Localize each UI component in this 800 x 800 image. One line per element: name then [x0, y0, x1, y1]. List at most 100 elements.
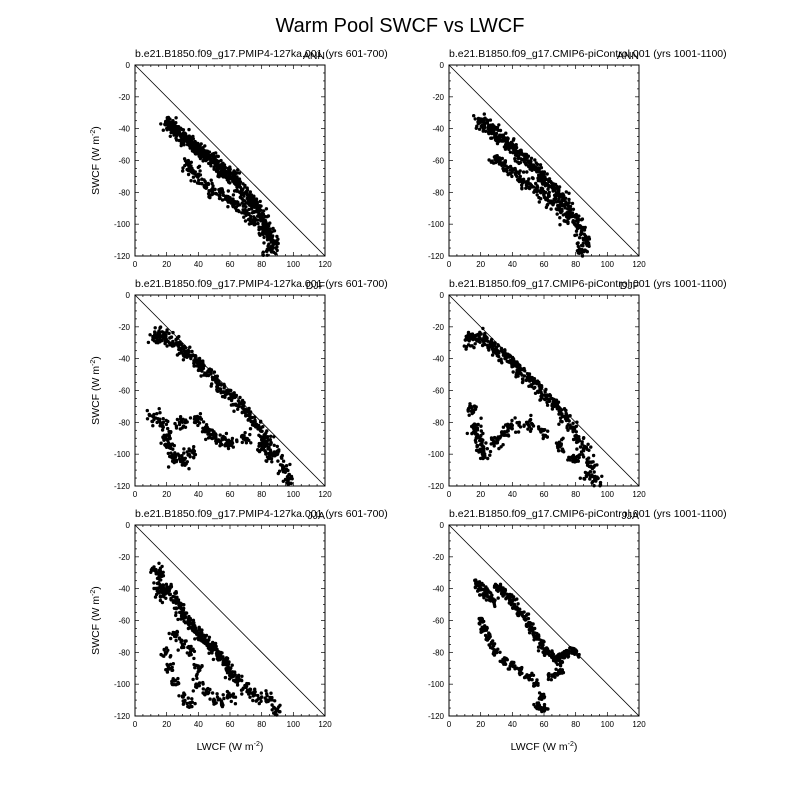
scatter-panel-5: b.e21.B1850.f09_g17.PMIP4-127ka.001 (yrs…: [90, 508, 388, 753]
scatter-point: [557, 188, 561, 192]
scatter-point: [490, 136, 494, 140]
scatter-point: [277, 469, 282, 473]
scatter-point: [212, 167, 216, 171]
scatter-point: [562, 204, 567, 208]
scatter-point: [516, 602, 520, 606]
scatter-point: [514, 430, 518, 434]
scatter-point: [539, 384, 544, 388]
scatter-point: [172, 458, 176, 462]
scatter-point: [507, 667, 512, 671]
scatter-point: [194, 629, 198, 633]
scatter-point: [497, 587, 501, 592]
scatter-point: [175, 597, 179, 601]
scatter-point: [492, 600, 496, 605]
scatter-point: [179, 605, 183, 609]
scatter-point: [517, 171, 521, 176]
scatter-point: [479, 433, 483, 438]
scatter-point: [159, 441, 163, 445]
scatter-point: [538, 428, 543, 433]
scatter-point: [558, 216, 562, 220]
scatter-point: [241, 187, 245, 191]
scatter-point: [184, 611, 188, 615]
scatter-point: [550, 201, 555, 206]
scatter-point: [496, 596, 500, 600]
y-tick-label: -20: [432, 323, 444, 332]
scatter-point: [474, 333, 478, 337]
scatter-point: [171, 600, 176, 604]
scatter-point: [174, 116, 178, 120]
scatter-point: [174, 606, 178, 610]
scatter-point: [254, 699, 258, 703]
scatter-point: [581, 455, 586, 459]
x-tick-label: 60: [540, 260, 549, 269]
scatter-point: [528, 379, 532, 383]
scatter-point: [162, 648, 166, 652]
scatter-point: [247, 413, 251, 418]
scatter-point: [269, 236, 273, 241]
scatter-point: [562, 219, 566, 223]
x-tick-label: 20: [476, 490, 485, 499]
scatter-point: [198, 152, 202, 156]
scatter-point: [525, 673, 529, 677]
scatter-point: [517, 610, 521, 615]
scatter-point: [492, 653, 497, 657]
scatter-point: [264, 459, 268, 463]
scatter-point: [212, 155, 217, 159]
y-tick-label: -100: [114, 680, 131, 689]
x-tick-label: 20: [162, 720, 171, 729]
scatter-point: [222, 390, 226, 394]
scatter-point: [275, 234, 279, 239]
scatter-point: [207, 427, 211, 431]
scatter-point: [466, 406, 471, 411]
scatter-point: [495, 136, 499, 140]
scatter-point: [556, 449, 561, 453]
scatter-point: [522, 675, 527, 680]
scatter-point: [547, 675, 551, 679]
scatter-point: [187, 127, 191, 132]
scatter-point: [524, 420, 529, 424]
scatter-point: [498, 659, 502, 663]
scatter-point: [574, 229, 579, 233]
scatter-points: [149, 561, 282, 717]
scatter-point: [216, 438, 221, 442]
scatter-point: [270, 248, 274, 253]
scatter-point: [192, 456, 196, 460]
scatter-point: [167, 631, 171, 636]
scatter-point: [184, 639, 188, 643]
scatter-point: [167, 429, 171, 434]
scatter-point: [188, 416, 193, 420]
scatter-point: [534, 166, 539, 170]
scatter-point: [227, 691, 231, 695]
scatter-point: [262, 241, 266, 245]
scatter-point: [484, 637, 488, 642]
scatter-point: [589, 445, 593, 449]
scatter-point: [192, 361, 196, 365]
scatter-point: [195, 414, 200, 419]
scatter-point: [557, 671, 562, 676]
y-tick-label: -40: [118, 125, 130, 134]
x-tick-label: 120: [632, 720, 646, 729]
scatter-point: [517, 423, 521, 427]
scatter-point: [462, 344, 466, 348]
scatter-point: [475, 428, 480, 432]
scatter-point: [248, 432, 252, 437]
scatter-point: [161, 128, 165, 132]
scatter-point: [250, 205, 254, 210]
scatter-point: [244, 213, 248, 217]
scatter-point: [464, 347, 468, 351]
scatter-point: [504, 597, 508, 601]
scatter-point: [478, 593, 482, 597]
season-label: JJA: [621, 510, 639, 522]
scatter-point: [166, 451, 170, 456]
scatter-point: [182, 157, 187, 161]
scatter-point: [549, 184, 553, 189]
scatter-point: [581, 250, 586, 254]
scatter-point: [542, 190, 547, 195]
scatter-point: [515, 597, 519, 601]
scatter-point: [546, 707, 550, 711]
scatter-point: [539, 390, 543, 394]
scatter-point: [511, 595, 516, 599]
x-tick-label: 0: [447, 720, 452, 729]
reference-line: [448, 524, 640, 717]
scatter-point: [184, 135, 189, 139]
